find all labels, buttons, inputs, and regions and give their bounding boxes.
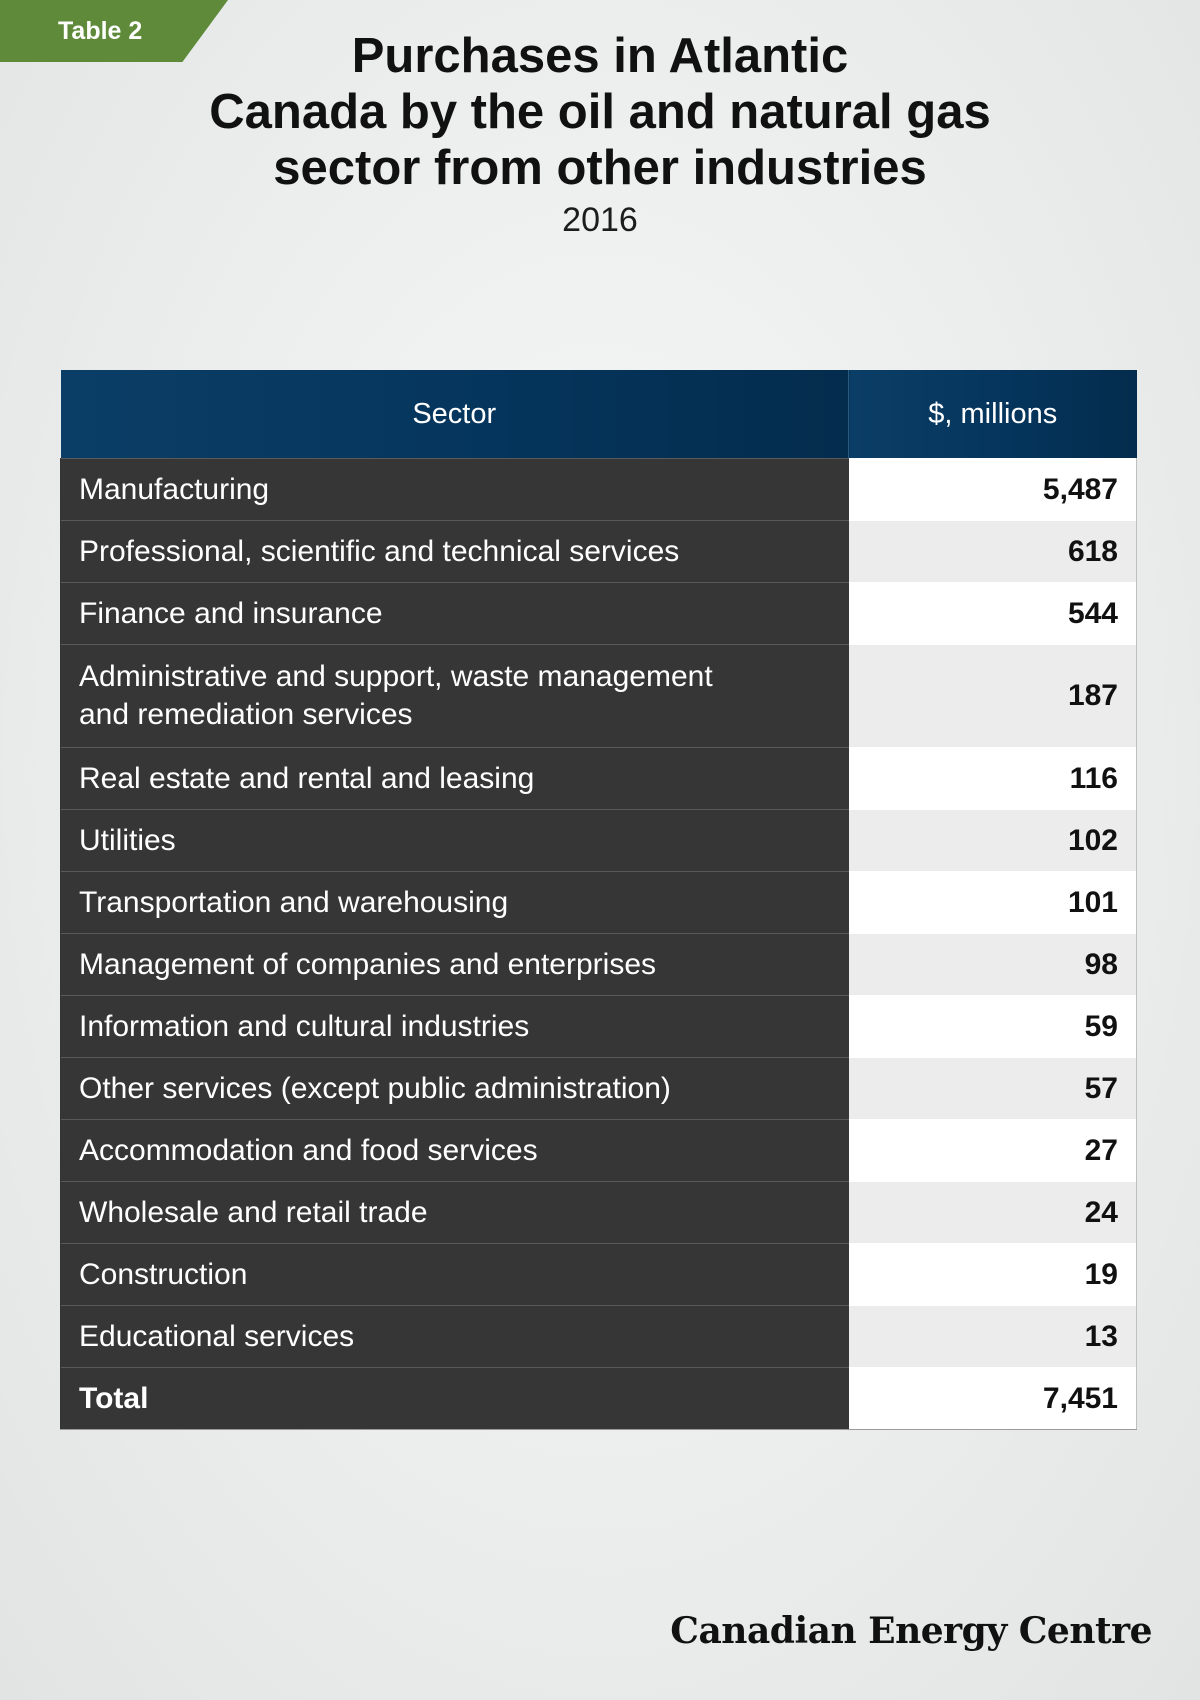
table-row: Manufacturing 5,487 <box>60 458 1137 521</box>
sector-cell: Real estate and rental and leasing <box>60 747 849 810</box>
sector-cell: Other services (except public administra… <box>60 1057 849 1120</box>
sector-cell: Finance and insurance <box>60 582 849 645</box>
table-row: Wholesale and retail trade 24 <box>60 1181 1137 1244</box>
column-header-sector: Sector <box>60 370 849 459</box>
sector-cell-line: Administrative and support, waste manage… <box>79 660 713 693</box>
sector-cell: Management of companies and enterprises <box>60 933 849 996</box>
total-row: Total 7,451 <box>60 1367 1137 1430</box>
value-cell: 59 <box>848 995 1137 1058</box>
table-row: Information and cultural industries 59 <box>60 995 1137 1058</box>
table-row: Real estate and rental and leasing 116 <box>60 747 1137 810</box>
value-cell: 13 <box>848 1305 1137 1368</box>
column-header-value: $, millions <box>848 370 1137 459</box>
value-cell: 57 <box>848 1057 1137 1120</box>
table-row: Other services (except public administra… <box>60 1057 1137 1120</box>
table-row: Management of companies and enterprises … <box>60 933 1137 996</box>
table-subtitle-year: 2016 <box>562 201 638 239</box>
sector-cell: Accommodation and food services <box>60 1119 849 1182</box>
data-table: Sector $, millions Manufacturing 5,487 P… <box>60 370 1137 1430</box>
title-line: Purchases in Atlantic <box>351 29 849 83</box>
sector-cell: Information and cultural industries <box>60 995 849 1058</box>
table-row: Professional, scientific and technical s… <box>60 520 1137 583</box>
sector-cell: Professional, scientific and technical s… <box>60 520 849 583</box>
table-row: Utilities 102 <box>60 809 1137 872</box>
table-row: Construction 19 <box>60 1243 1137 1306</box>
table-row: Administrative and support, waste manage… <box>60 644 1137 748</box>
value-cell: 24 <box>848 1181 1137 1244</box>
total-value-cell: 7,451 <box>848 1367 1137 1430</box>
value-cell: 618 <box>848 520 1137 583</box>
sector-cell: Manufacturing <box>60 458 849 521</box>
canadian-energy-centre-logo: Canadian Energy Centre <box>670 1610 1152 1652</box>
sector-cell: Utilities <box>60 809 849 872</box>
sector-cell: Wholesale and retail trade <box>60 1181 849 1244</box>
sector-cell: Administrative and support, waste manage… <box>60 644 849 748</box>
table-header-row: Sector $, millions <box>60 370 1137 459</box>
value-cell: 19 <box>848 1243 1137 1306</box>
sector-cell-line: and remediation services <box>79 698 413 731</box>
table-row: Transportation and warehousing 101 <box>60 871 1137 934</box>
value-cell: 544 <box>848 582 1137 645</box>
title-line: sector from other industries <box>273 141 927 195</box>
sector-cell: Construction <box>60 1243 849 1306</box>
table-title: Purchases in Atlantic Canada by the oil … <box>100 28 1100 196</box>
table-number-tag: Table 2 <box>0 0 228 62</box>
value-cell: 98 <box>848 933 1137 996</box>
table-row: Accommodation and food services 27 <box>60 1119 1137 1182</box>
value-cell: 187 <box>848 644 1137 748</box>
value-cell: 101 <box>848 871 1137 934</box>
total-label-cell: Total <box>60 1367 849 1430</box>
sector-cell: Educational services <box>60 1305 849 1368</box>
value-cell: 102 <box>848 809 1137 872</box>
sector-cell: Transportation and warehousing <box>60 871 849 934</box>
value-cell: 5,487 <box>848 458 1137 521</box>
title-line: Canada by the oil and natural gas <box>209 85 991 139</box>
table-row: Finance and insurance 544 <box>60 582 1137 645</box>
value-cell: 27 <box>848 1119 1137 1182</box>
table-row: Educational services 13 <box>60 1305 1137 1368</box>
value-cell: 116 <box>848 747 1137 810</box>
